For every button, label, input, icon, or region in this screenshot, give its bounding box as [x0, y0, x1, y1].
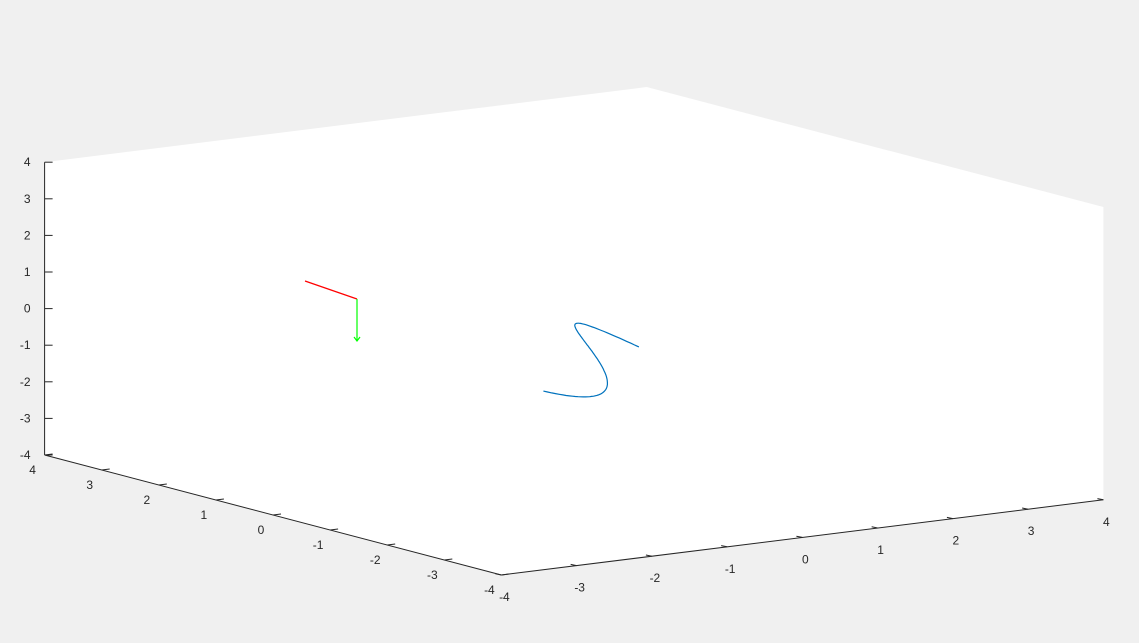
- z-tick-label: 3: [24, 192, 31, 206]
- x-tick-label: 0: [802, 552, 809, 566]
- z-axis-ticks: -4 -3 -2 -1 0 1 2 3 4: [20, 155, 53, 462]
- x-tick-label: 3: [1028, 524, 1035, 538]
- x-tick-label: -4: [499, 590, 510, 604]
- x-tick-mark: [1022, 507, 1029, 510]
- x-tick-mark: [796, 535, 803, 538]
- y-tick-mark: [501, 573, 510, 576]
- y-tick-mark: [330, 528, 339, 531]
- z-tick-label: 2: [24, 228, 31, 242]
- x-tick-mark: [871, 526, 878, 529]
- y-tick-mark: [101, 468, 110, 471]
- x-tick-label: 1: [877, 543, 884, 557]
- z-tick-label: -4: [20, 448, 31, 462]
- space-curve: [543, 322, 640, 398]
- y-tick-mark: [215, 498, 224, 501]
- x-tick-label: -3: [574, 581, 585, 595]
- z-tick-label: -1: [20, 338, 31, 352]
- x-tick-label: -1: [725, 562, 736, 576]
- y-tick-label: -2: [370, 553, 381, 567]
- z-tick-label: -3: [20, 411, 31, 425]
- x-tick-mark: [645, 554, 652, 557]
- y-tick-label: 4: [29, 463, 36, 477]
- normal-vector-arrowhead: [353, 336, 361, 342]
- x-tick-mark: [946, 516, 953, 520]
- y-axis-ticks: -4 -3 -2 -1 0 1 2 3 4: [29, 453, 510, 597]
- y-tick-label: 3: [86, 478, 93, 492]
- x-tick-label: -2: [650, 571, 661, 585]
- z-tick-label: 1: [24, 265, 31, 279]
- y-tick-mark: [272, 513, 282, 516]
- y-tick-mark: [444, 558, 453, 561]
- y-tick-mark: [387, 543, 396, 546]
- x-tick-mark: [495, 573, 502, 576]
- x-tick-label: 2: [953, 534, 960, 548]
- z-tick-label: 0: [24, 302, 31, 316]
- x-tick-label: 4: [1103, 515, 1110, 529]
- y-tick-mark: [158, 483, 167, 486]
- x-axis-ticks: -4 -3 -2 -1 0 1 2 3 4: [495, 498, 1110, 604]
- z-tick-label: -2: [20, 375, 31, 389]
- x-tick-mark: [1097, 498, 1104, 501]
- z-tick-label: 4: [24, 155, 31, 169]
- axes-background: [44, 87, 1104, 575]
- y-tick-label: 2: [143, 493, 150, 507]
- y-tick-label: -4: [484, 583, 495, 597]
- tangent-vector: [304, 280, 358, 300]
- y-tick-label: -1: [313, 538, 324, 552]
- y-tick-label: 0: [258, 523, 265, 537]
- plot-area: [304, 280, 640, 398]
- y-tick-label: -3: [427, 568, 438, 582]
- y-tick-label: 1: [201, 508, 208, 522]
- x-tick-mark: [570, 563, 577, 567]
- x-tick-mark: [721, 545, 728, 548]
